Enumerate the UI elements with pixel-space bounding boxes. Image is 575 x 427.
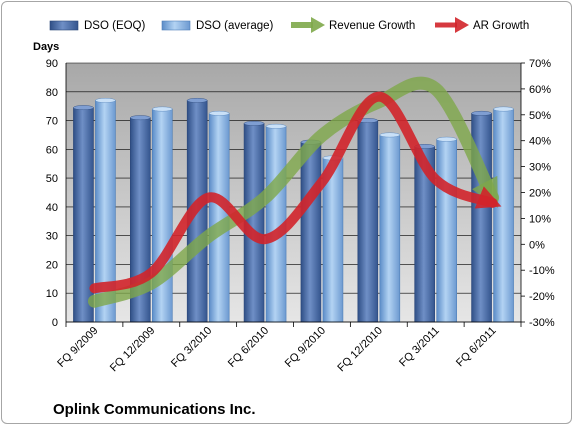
bar-cap [471,110,492,116]
right-tick-label: 60% [529,84,551,96]
right-tick-label: 20% [529,188,551,200]
left-tick-label: 0 [52,317,58,329]
right-tick-label: 50% [529,110,551,122]
left-tick-label: 50 [46,173,58,185]
x-tick-label: FQ 3/2010 [169,325,214,370]
bar-cap [493,106,514,112]
x-tick-label: FQ 12/2010 [335,325,385,375]
legend-label: AR Growth [473,20,529,32]
left-tick-label: 40 [46,202,58,214]
bar-cap [73,105,94,111]
right-tick-label: 10% [529,213,551,225]
right-tick-label: 40% [529,136,551,148]
footer-title: Oplink Communications Inc. [53,401,256,418]
legend-arrowhead [311,17,325,33]
right-tick-label: -10% [529,265,555,277]
x-tick-label: FQ 6/2010 [226,325,271,370]
left-axis-title: Days [33,41,59,53]
right-tick-label: 0% [529,239,545,251]
legend-label: DSO (EOQ) [84,20,146,32]
bar-cap [436,136,457,142]
bar [379,134,401,323]
growth-lines [87,76,502,308]
x-tick-label: FQ 3/2011 [397,325,442,370]
x-tick-label: FQ 6/2011 [454,325,499,370]
legend-swatch [49,20,79,31]
growth-line [87,76,500,308]
bar-cap [186,98,208,103]
bar-cap [379,132,401,138]
bar-cap [265,123,287,129]
bar-cap [130,115,151,121]
legend-swatch [161,20,191,31]
right-tick-label: -30% [529,317,555,329]
bar-cap [95,98,116,103]
left-tick-label: 70 [46,116,58,128]
legend-label: DSO (average) [196,20,274,32]
bar [493,108,514,323]
legend-label: Revenue Growth [329,20,415,32]
legend-arrowhead [455,17,469,33]
right-tick-label: 70% [529,58,551,70]
bar-cap [152,106,173,112]
legend: DSO (EOQ) DSO (average) Revenue Growth AR G… [49,17,529,33]
x-tick-label: FQ 9/2010 [283,325,328,370]
bar-cap [208,110,230,116]
bar-cap [243,121,265,126]
left-tick-label: 20 [46,259,58,271]
left-tick-label: 80 [46,87,58,99]
bar [357,120,379,323]
x-tick-label: FQ 12/2009 [108,325,158,375]
left-tick-label: 10 [46,288,58,300]
right-tick-label: 30% [529,162,551,174]
left-tick-label: 30 [46,231,58,243]
growth-line [89,91,502,294]
right-tick-label: -20% [529,291,555,303]
left-tick-label: 90 [46,58,58,70]
bar [152,108,173,323]
bar [436,138,457,323]
left-tick-label: 60 [46,144,58,156]
x-tick-label: FQ 9/2009 [55,325,100,370]
bar [300,141,322,323]
